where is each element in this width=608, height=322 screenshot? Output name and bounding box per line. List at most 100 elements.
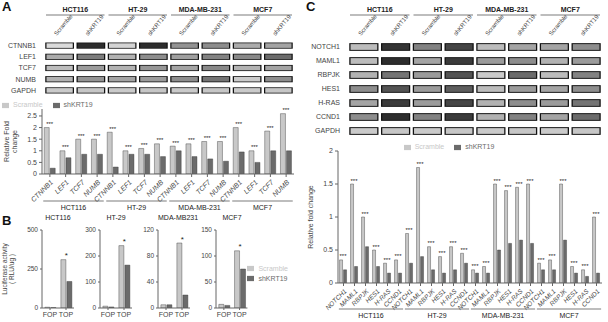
svg-text:***: *** [582, 263, 590, 269]
svg-text:***: *** [62, 144, 70, 150]
svg-text:GAPDH: GAPDH [11, 87, 36, 94]
svg-text:***: *** [235, 121, 243, 127]
svg-text:2: 2 [33, 124, 37, 131]
svg-text:H-RAS: H-RAS [318, 99, 340, 106]
svg-text:50: 50 [205, 278, 213, 285]
svg-text:***: *** [428, 240, 436, 246]
svg-text:shKRT19: shKRT19 [452, 13, 473, 36]
svg-text:***: *** [395, 253, 403, 259]
svg-text:0: 0 [208, 304, 212, 311]
svg-text:TOP: TOP [232, 311, 247, 318]
svg-text:MCF7: MCF7 [253, 6, 272, 13]
svg-text:LEF1: LEF1 [179, 178, 196, 195]
svg-text:LEF1: LEF1 [116, 178, 133, 195]
svg-text:TOP: TOP [117, 311, 132, 318]
svg-text:TOP: TOP [175, 311, 190, 318]
svg-text:Scramble: Scramble [178, 13, 199, 37]
svg-text:***: *** [141, 142, 149, 148]
svg-text:shKRT19: shKRT19 [579, 13, 600, 36]
svg-text:120: 120 [143, 226, 154, 233]
svg-text:HT-29: HT-29 [128, 6, 147, 13]
svg-text:***: *** [373, 244, 381, 250]
svg-text:shKRT19: shKRT19 [147, 13, 168, 36]
svg-text:Luciferase activity( RLU/ug ): Luciferase activity( RLU/ug ) [8, 242, 16, 294]
svg-text:Relative fold change: Relative fold change [307, 185, 315, 249]
svg-text:shKRT19: shKRT19 [516, 13, 537, 36]
svg-text:***: *** [351, 178, 359, 184]
svg-text:***: *** [472, 263, 480, 269]
svg-text:***: *** [362, 211, 370, 217]
svg-text:***: *** [450, 240, 458, 246]
svg-text:300: 300 [85, 226, 96, 233]
svg-text:0.5: 0.5 [323, 246, 333, 253]
svg-text:***: *** [516, 181, 524, 187]
svg-text:HCT116: HCT116 [61, 204, 87, 211]
svg-text:*: * [181, 235, 184, 244]
svg-text:0: 0 [329, 279, 333, 286]
svg-text:FOP: FOP [217, 311, 232, 318]
svg-text:***: *** [204, 135, 212, 141]
svg-text:1: 1 [329, 213, 333, 220]
svg-text:NUMB: NUMB [271, 178, 291, 198]
svg-text:*: * [123, 237, 126, 246]
svg-text:40: 40 [147, 278, 155, 285]
svg-text:*: * [238, 242, 241, 251]
svg-text:***: *** [267, 125, 275, 131]
svg-text:TOP: TOP [59, 311, 74, 318]
svg-text:HES1: HES1 [322, 85, 340, 92]
svg-text:HT-29: HT-29 [127, 204, 146, 211]
svg-text:MCF7: MCF7 [561, 6, 580, 13]
svg-text:***: *** [78, 133, 86, 139]
svg-text:0: 0 [34, 304, 38, 311]
svg-text:Scramble: Scramble [53, 13, 74, 37]
svg-text:CTNNB1: CTNNB1 [93, 178, 118, 203]
svg-text:***: *** [46, 121, 54, 127]
svg-text:shKRT19: shKRT19 [209, 13, 230, 36]
svg-text:***: *** [483, 260, 491, 266]
svg-text:Relative Foldchange: Relative Foldchange [8, 121, 19, 162]
svg-text:FOP: FOP [43, 311, 58, 318]
svg-text:0.5: 0.5 [27, 159, 37, 166]
svg-text:0: 0 [33, 170, 37, 177]
svg-text:HT-29: HT-29 [434, 6, 453, 13]
svg-text:*: * [65, 251, 68, 260]
svg-text:Scramble: Scramble [484, 13, 505, 37]
svg-text:Scramble: Scramble [357, 13, 378, 37]
svg-text:Scramble: Scramble [421, 13, 442, 37]
svg-text:0: 0 [150, 304, 154, 311]
svg-text:***: *** [282, 107, 290, 113]
svg-text:***: *** [340, 253, 348, 259]
svg-text:MCF7: MCF7 [253, 204, 272, 211]
svg-text:500: 500 [27, 226, 38, 233]
svg-text:1: 1 [33, 147, 37, 154]
svg-text:250: 250 [27, 265, 38, 272]
svg-text:100: 100 [85, 278, 96, 285]
svg-text:MCF7: MCF7 [559, 312, 578, 319]
svg-text:shKRT19: shKRT19 [389, 13, 410, 36]
svg-text:CCND1: CCND1 [316, 113, 340, 120]
svg-text:0: 0 [92, 304, 96, 311]
svg-text:***: *** [188, 137, 196, 143]
svg-text:LEF1: LEF1 [19, 53, 36, 60]
svg-text:***: *** [549, 253, 557, 259]
svg-text:1.5: 1.5 [27, 136, 37, 143]
svg-text:***: *** [219, 135, 227, 141]
svg-text:MDA-MB-231: MDA-MB-231 [485, 6, 528, 13]
svg-text:200: 200 [85, 252, 96, 259]
svg-text:***: *** [406, 227, 414, 233]
svg-text:***: *** [538, 257, 546, 263]
svg-text:1.5: 1.5 [323, 180, 333, 187]
svg-text:NUMB: NUMB [15, 76, 36, 83]
svg-text:CTNNB1: CTNNB1 [219, 178, 244, 203]
svg-text:FOP: FOP [101, 311, 116, 318]
svg-text:NOTCH1: NOTCH1 [311, 43, 340, 50]
svg-text:***: *** [417, 161, 425, 167]
svg-text:***: *** [593, 211, 600, 217]
svg-text:MDA-MB-231: MDA-MB-231 [178, 204, 221, 211]
svg-text:80: 80 [147, 252, 155, 259]
svg-text:2: 2 [329, 147, 333, 154]
svg-text:MDA-MB-231: MDA-MB-231 [179, 6, 222, 13]
svg-text:shKRT19: shKRT19 [272, 13, 293, 36]
svg-text:***: *** [505, 184, 513, 190]
svg-text:***: *** [527, 178, 535, 184]
